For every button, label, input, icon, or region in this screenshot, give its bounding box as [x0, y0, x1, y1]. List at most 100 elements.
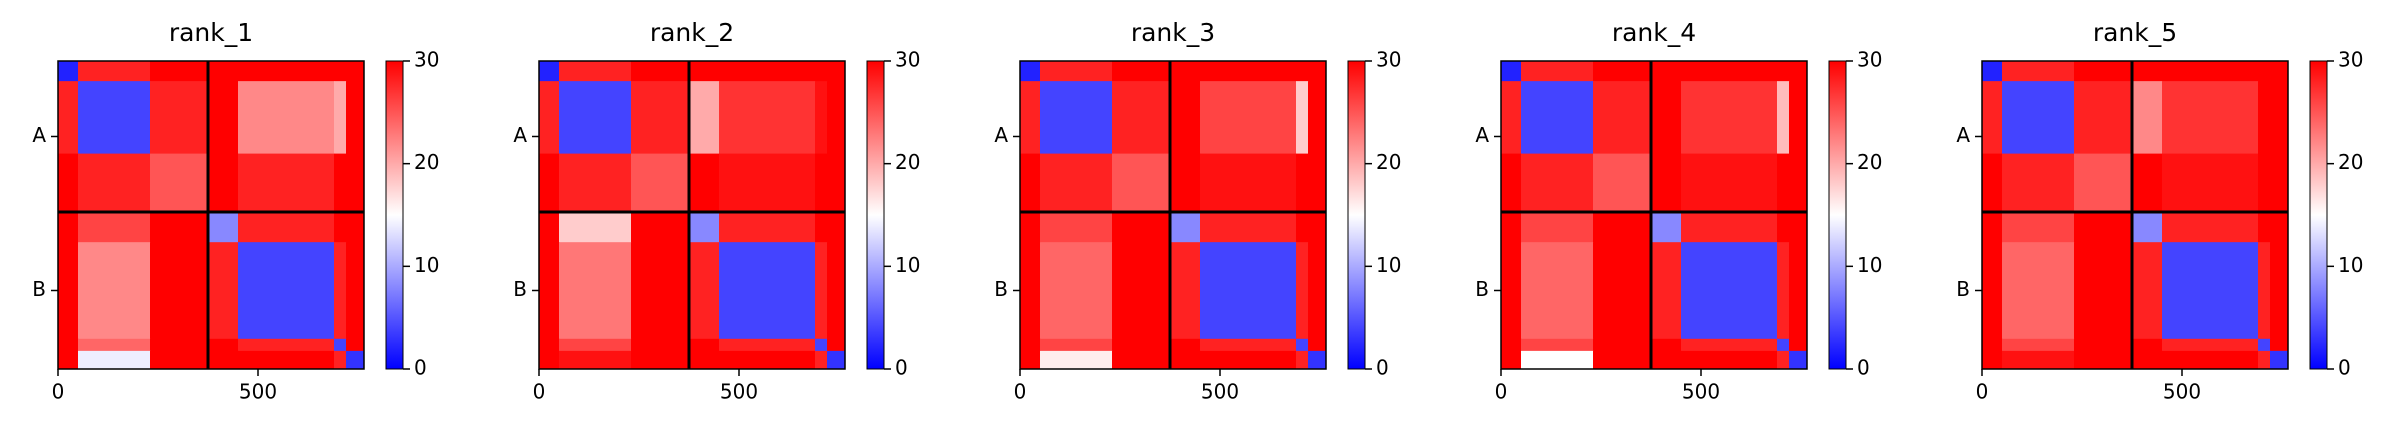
heat-cell — [719, 338, 816, 352]
heat-cell — [1777, 81, 1790, 155]
heat-cell — [815, 338, 828, 352]
heat-cell — [78, 61, 151, 82]
heat-cell — [2132, 211, 2163, 243]
heat-cell — [1777, 242, 1790, 340]
heat-cell — [1651, 242, 1682, 340]
heat-cell — [1040, 211, 1113, 243]
colorbar-tick-label: 0 — [2338, 356, 2351, 380]
heat-cell — [1308, 211, 1327, 243]
heat-cell — [2270, 153, 2289, 213]
heat-cell — [78, 81, 151, 155]
colorbar — [385, 60, 404, 370]
heat-cell — [2162, 81, 2259, 155]
y-tick-label: B — [1956, 277, 1970, 301]
panel-title: rank_1 — [169, 18, 253, 47]
heat-cell — [631, 350, 690, 370]
colorbar-tick-label: 0 — [414, 356, 427, 380]
colorbar-tick-label: 20 — [414, 150, 439, 174]
heat-cell — [1296, 242, 1309, 340]
heat-cell — [2258, 153, 2271, 213]
heat-cell — [1112, 350, 1171, 370]
heat-cell — [58, 61, 79, 82]
heat-cell — [631, 338, 690, 352]
heat-cell — [150, 81, 209, 155]
heat-cell — [1040, 242, 1113, 340]
heat-cell — [1501, 61, 1522, 82]
heat-cell — [58, 153, 79, 213]
heat-cell — [150, 350, 209, 370]
heat-cell — [2258, 350, 2271, 370]
panel-title: rank_2 — [650, 18, 734, 47]
colorbar-tick-label: 10 — [2338, 253, 2363, 277]
heat-cell — [827, 61, 846, 82]
colorbar-tick-label: 0 — [1857, 356, 1870, 380]
heat-cell — [1200, 338, 1297, 352]
heat-cell — [1170, 338, 1201, 352]
x-tick-label: 500 — [1682, 380, 1720, 404]
heat-cell — [208, 153, 239, 213]
heat-cell — [1112, 242, 1171, 340]
heat-cell — [208, 211, 239, 243]
colorbar-tick-label: 30 — [2338, 48, 2363, 72]
heat-cell — [334, 350, 347, 370]
colorbar-tick-label: 0 — [1376, 356, 1389, 380]
heat-cell — [2270, 211, 2289, 243]
heat-cell — [827, 338, 846, 352]
x-tick-label: 0 — [1014, 380, 1027, 404]
heat-cell — [1200, 350, 1297, 370]
y-tick-label: B — [1475, 277, 1489, 301]
y-tick-label: A — [1475, 123, 1489, 147]
heat-cell — [2074, 350, 2133, 370]
heat-cell — [1170, 211, 1201, 243]
heat-cell — [2162, 153, 2259, 213]
plot-frame — [1981, 60, 2289, 370]
heat-cell — [1681, 61, 1778, 82]
heat-cell — [631, 81, 690, 155]
heat-cell — [539, 81, 560, 155]
colorbar-tick-label: 30 — [895, 48, 920, 72]
colorbar — [866, 60, 885, 370]
heat-cell — [2270, 338, 2289, 352]
heat-cell — [334, 153, 347, 213]
heat-cell — [1651, 350, 1682, 370]
heat-cell — [1501, 350, 1522, 370]
heat-cell — [1020, 338, 1041, 352]
heat-cell — [1982, 211, 2003, 243]
colorbar-tick-label: 30 — [1857, 48, 1882, 72]
plot-frame — [538, 60, 846, 370]
heat-cell — [2162, 350, 2259, 370]
heat-cell — [559, 61, 632, 82]
heat-cell — [539, 242, 560, 340]
y-tick-label: A — [1956, 123, 1970, 147]
plot-frame — [1019, 60, 1327, 370]
heat-cell — [1982, 242, 2003, 340]
colorbar-tick-label: 20 — [1376, 150, 1401, 174]
heat-cell — [1593, 81, 1652, 155]
heat-cell — [689, 350, 720, 370]
x-tick-label: 0 — [52, 380, 65, 404]
x-tick-label: 0 — [533, 380, 546, 404]
heat-cell — [1296, 338, 1309, 352]
heat-cell — [1501, 153, 1522, 213]
colorbar-tick-label: 10 — [1376, 253, 1401, 277]
heat-cell — [2132, 338, 2163, 352]
heat-cell — [2270, 242, 2289, 340]
heat-cell — [238, 338, 335, 352]
heat-cell — [559, 242, 632, 340]
heat-cell — [689, 211, 720, 243]
heat-cell — [539, 350, 560, 370]
heat-cell — [815, 81, 828, 155]
heat-cell — [1651, 338, 1682, 352]
colorbar — [1347, 60, 1366, 370]
colorbar-tick-label: 10 — [1857, 253, 1882, 277]
heat-cell — [78, 153, 151, 213]
heat-cell — [2162, 338, 2259, 352]
heat-cell — [1501, 338, 1522, 352]
heat-cell — [1593, 61, 1652, 82]
heat-cell — [238, 81, 335, 155]
heat-cell — [539, 153, 560, 213]
heat-cell — [2002, 153, 2075, 213]
heat-cell — [719, 211, 816, 243]
heat-cell — [827, 81, 846, 155]
colorbar-tick-label: 10 — [895, 253, 920, 277]
